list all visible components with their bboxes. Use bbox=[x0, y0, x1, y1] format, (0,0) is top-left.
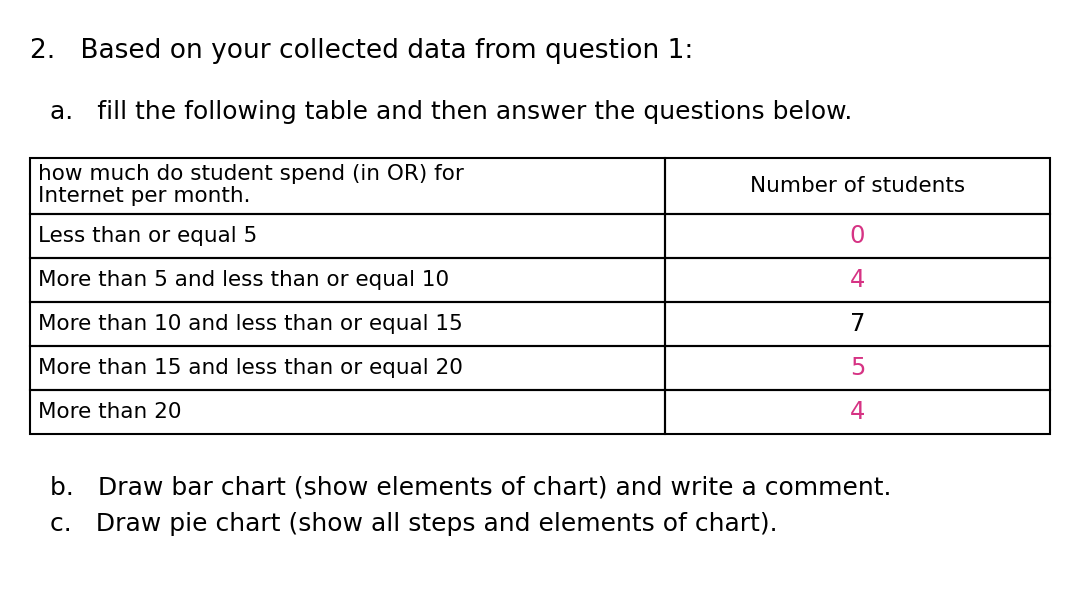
Text: 0: 0 bbox=[850, 224, 865, 248]
Text: Less than or equal 5: Less than or equal 5 bbox=[38, 226, 257, 246]
Bar bbox=[665, 214, 1050, 258]
Text: Internet per month.: Internet per month. bbox=[38, 186, 251, 206]
Bar bbox=[30, 302, 665, 346]
Text: More than 15 and less than or equal 20: More than 15 and less than or equal 20 bbox=[38, 358, 463, 378]
Bar bbox=[665, 158, 1050, 214]
Text: 5: 5 bbox=[850, 356, 865, 380]
Text: 4: 4 bbox=[850, 268, 865, 292]
Bar bbox=[665, 302, 1050, 346]
Bar bbox=[665, 390, 1050, 434]
Bar bbox=[30, 258, 665, 302]
Text: 4: 4 bbox=[850, 400, 865, 424]
Text: c.   Draw pie chart (show all steps and elements of chart).: c. Draw pie chart (show all steps and el… bbox=[50, 512, 778, 536]
Text: 2.   Based on your collected data from question 1:: 2. Based on your collected data from que… bbox=[30, 38, 693, 64]
Text: More than 10 and less than or equal 15: More than 10 and less than or equal 15 bbox=[38, 314, 462, 334]
Text: b.   Draw bar chart (show elements of chart) and write a comment.: b. Draw bar chart (show elements of char… bbox=[50, 476, 891, 500]
Text: how much do student spend (in OR) for: how much do student spend (in OR) for bbox=[38, 164, 464, 184]
Bar bbox=[30, 158, 665, 214]
Bar bbox=[30, 214, 665, 258]
Bar bbox=[665, 346, 1050, 390]
Bar bbox=[665, 258, 1050, 302]
Text: More than 5 and less than or equal 10: More than 5 and less than or equal 10 bbox=[38, 270, 449, 290]
Bar bbox=[30, 390, 665, 434]
Text: More than 20: More than 20 bbox=[38, 402, 181, 422]
Bar bbox=[30, 346, 665, 390]
Text: a.   fill the following table and then answer the questions below.: a. fill the following table and then ans… bbox=[50, 100, 852, 124]
Text: Number of students: Number of students bbox=[750, 176, 966, 196]
Text: 7: 7 bbox=[850, 312, 865, 336]
